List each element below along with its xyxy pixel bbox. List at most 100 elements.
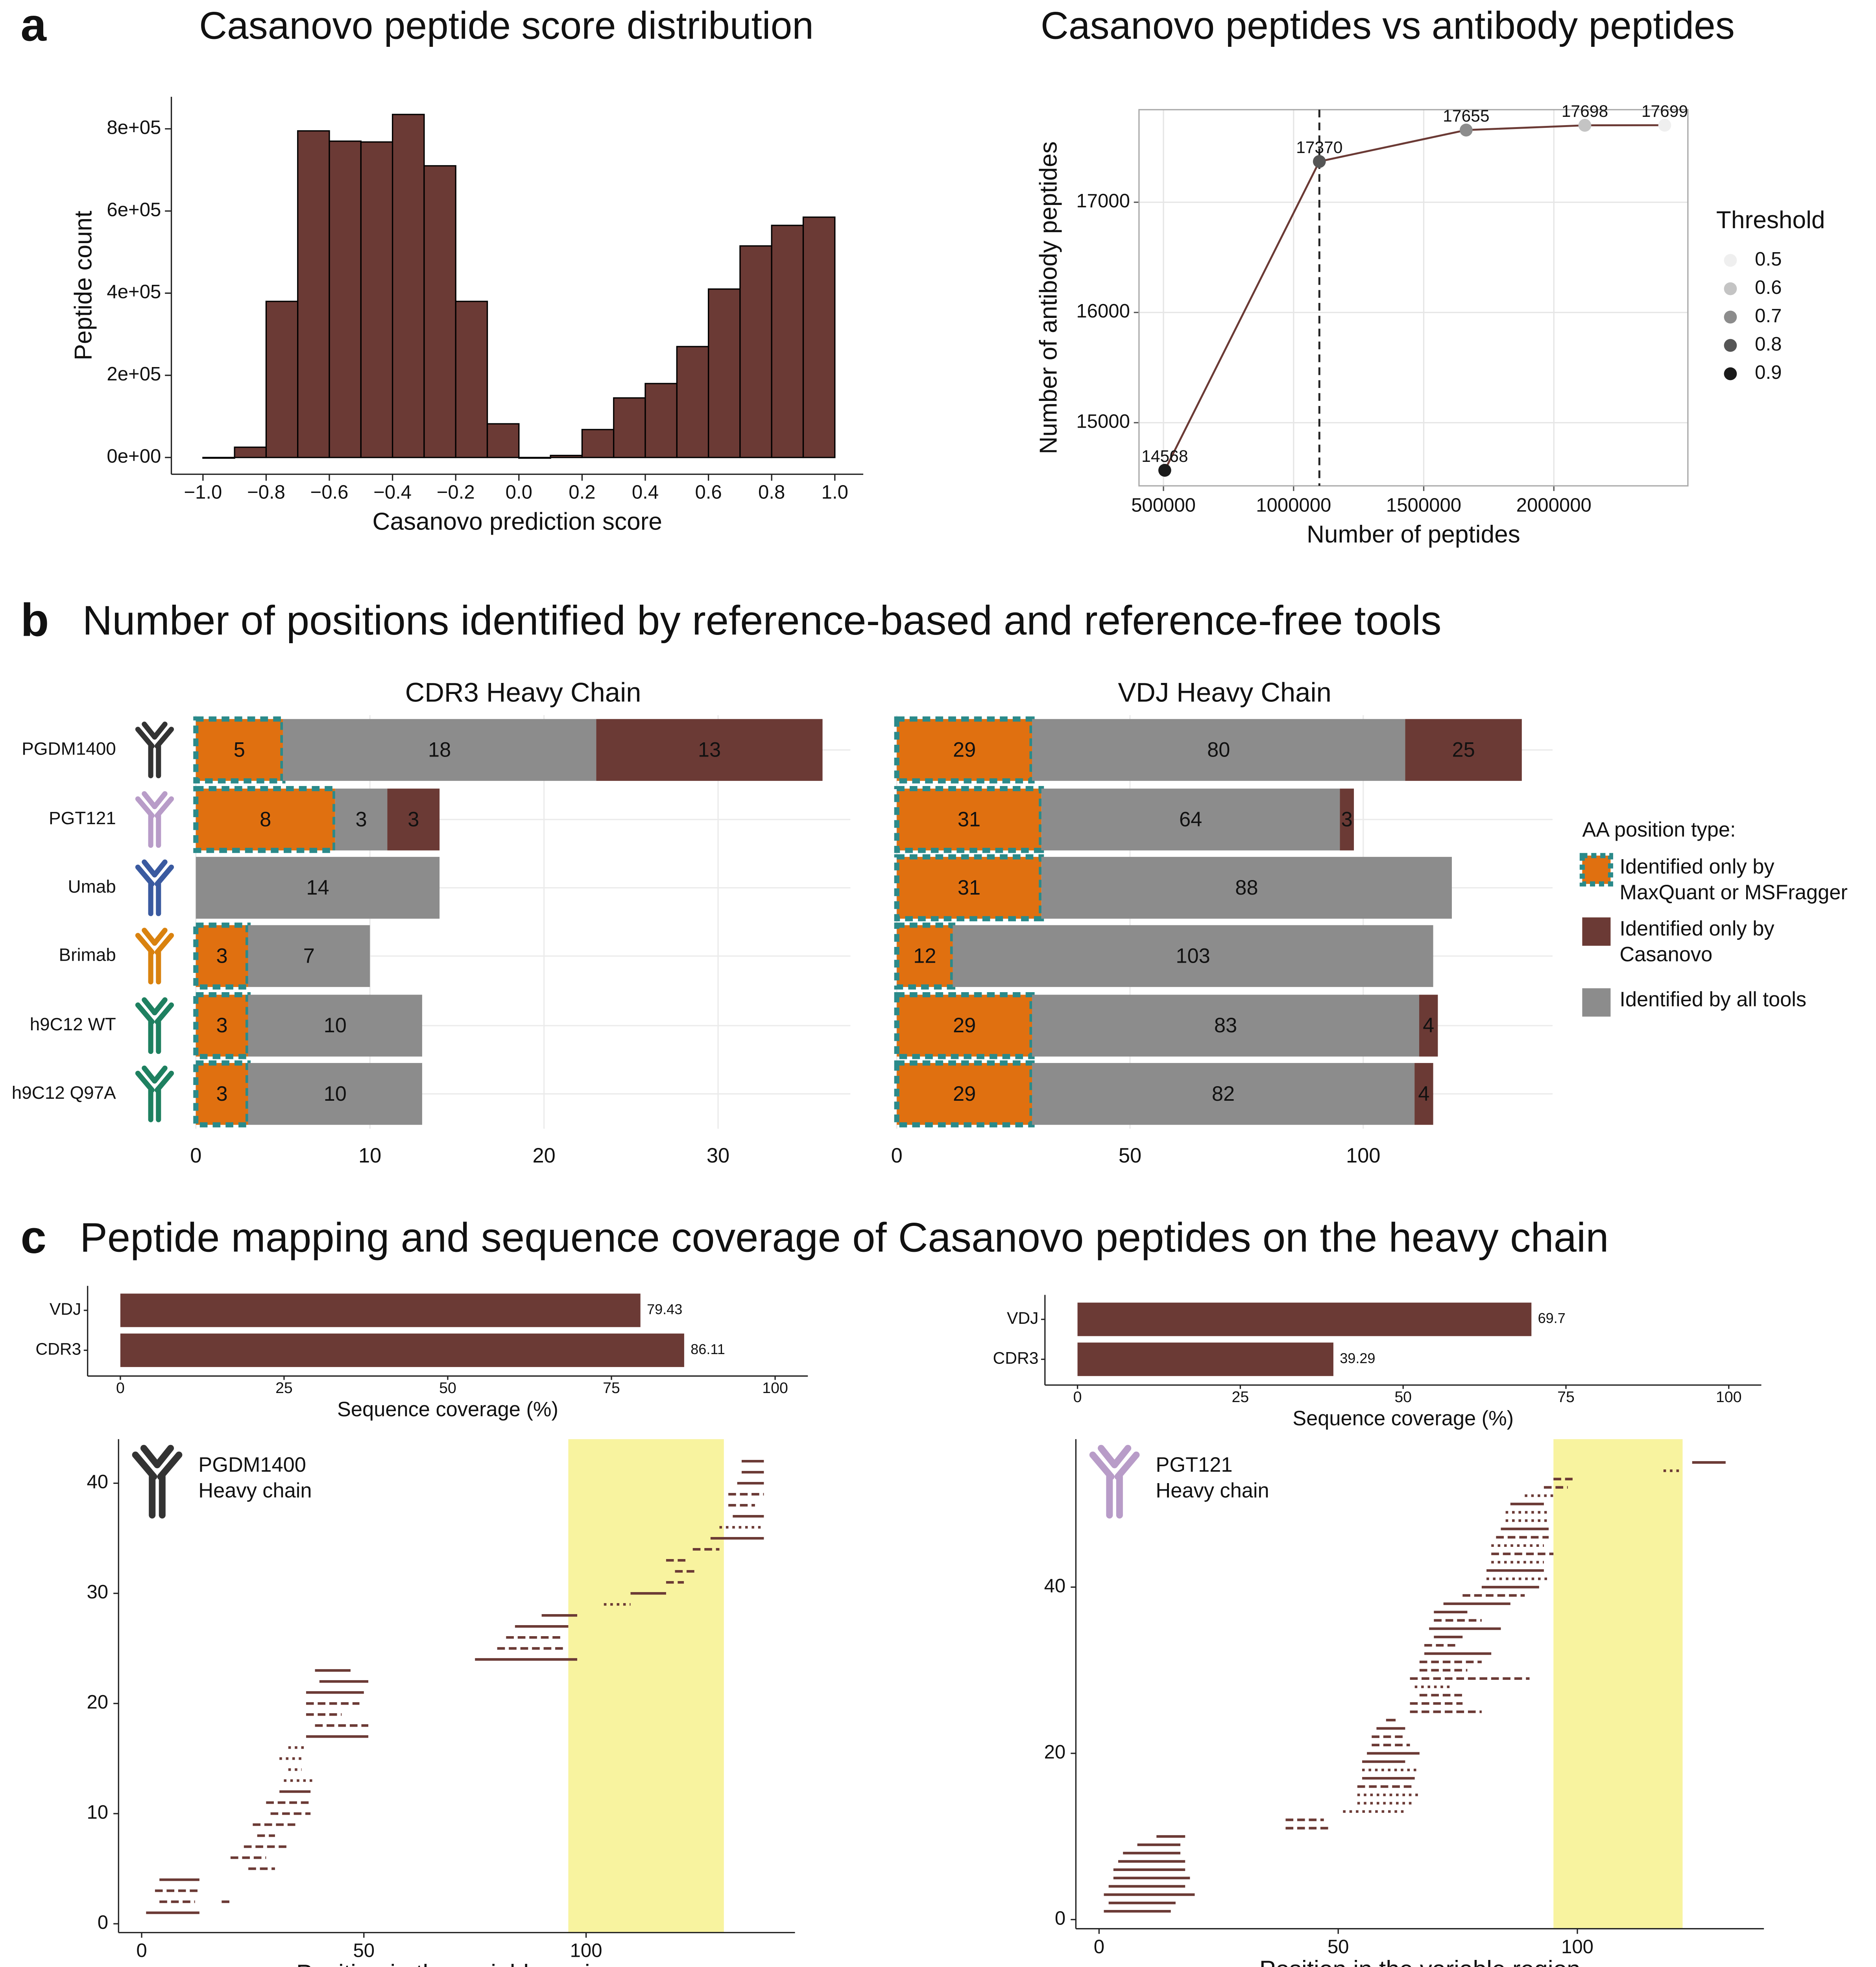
legend-label: 0.8 — [1755, 334, 1782, 355]
bar-label: 18 — [428, 738, 451, 761]
icon-arm — [135, 928, 174, 985]
highlight-region — [568, 1439, 724, 1933]
bar-segment — [1032, 1063, 1415, 1125]
y-tick-label: 16000 — [1076, 301, 1130, 322]
bar-segment — [894, 854, 1044, 921]
y-tick-label: 0 — [98, 1912, 108, 1933]
bar-label: 31 — [958, 876, 980, 899]
bar-segment — [894, 1060, 1035, 1127]
legend-label: Identified by all tools — [1619, 989, 1807, 1012]
facet-title: VDJ Heavy Chain — [1118, 677, 1331, 708]
bar-segment — [953, 925, 1433, 987]
bar-label: 25 — [1452, 738, 1475, 761]
y-tick-label: 40 — [87, 1471, 108, 1493]
bar-segment — [387, 788, 440, 851]
y-tick-label: 17000 — [1076, 190, 1130, 212]
x-axis-label: Number of peptides — [1307, 521, 1520, 548]
data-label: 39.29 — [1340, 1350, 1375, 1366]
bar-label: 14 — [306, 876, 329, 899]
histogram-bar — [423, 165, 456, 458]
y-tick-label: 4e+05 — [107, 281, 161, 303]
category-label: VDJ — [1007, 1309, 1038, 1328]
legend-key — [1724, 339, 1737, 352]
bar-label: 83 — [1214, 1014, 1237, 1037]
bar-segment — [894, 923, 956, 990]
histogram-bar — [486, 423, 520, 458]
icon-arm — [135, 997, 174, 1054]
x-tick-label: 20 — [532, 1144, 555, 1167]
x-tick-label: −0.2 — [437, 482, 475, 503]
legend-label: 0.5 — [1755, 249, 1782, 270]
category-label: h9C12 WT — [30, 1014, 116, 1034]
y-tick-label: 0e+00 — [107, 446, 161, 467]
histogram-bar — [550, 455, 583, 458]
antibody-icon — [1089, 1445, 1140, 1519]
y-axis-label: Number of antibody peptides — [1035, 141, 1062, 454]
antibody-icon — [132, 1445, 183, 1519]
histogram-bar — [802, 216, 836, 458]
antibody-icon — [135, 997, 174, 1054]
bar-segment — [335, 788, 388, 851]
x-tick-label: 100 — [1346, 1144, 1380, 1167]
highlight-region — [1553, 1439, 1683, 1929]
bar-label: 4 — [1418, 1083, 1429, 1105]
bar-segment — [894, 786, 1044, 853]
category-label: Umab — [68, 876, 116, 897]
data-label: 17655 — [1443, 107, 1489, 125]
x-tick-label: 50 — [1394, 1388, 1412, 1406]
y-tick-label: 20 — [87, 1692, 108, 1713]
x-tick-label: 30 — [707, 1144, 729, 1167]
y-tick-label: 20 — [1044, 1742, 1066, 1763]
panel-title: Number of positions identified by refere… — [83, 598, 1442, 644]
legend-title: AA position type: — [1582, 818, 1736, 841]
data-label: 17370 — [1296, 138, 1342, 157]
panel-label: c — [20, 1211, 46, 1263]
bar-label: 4 — [1423, 1014, 1434, 1037]
data-point — [1578, 119, 1592, 132]
bar-label: 31 — [958, 808, 980, 831]
bar-label: 3 — [216, 1014, 228, 1037]
annotation: Heavy chain — [198, 1479, 312, 1502]
x-tick-label: 0.2 — [569, 482, 595, 503]
histogram-bar — [455, 301, 488, 458]
x-tick-label: 0 — [1094, 1936, 1104, 1958]
histogram-bar — [581, 429, 615, 458]
legend-label: 0.6 — [1755, 277, 1782, 298]
bar-label: 88 — [1235, 876, 1258, 899]
plot-border — [1138, 109, 1689, 487]
icon-arm — [135, 859, 174, 916]
histogram-bar — [676, 346, 709, 458]
panel-label: a — [20, 0, 47, 51]
annotation: Heavy chain — [1156, 1479, 1269, 1502]
x-tick-label: 1000000 — [1256, 495, 1331, 516]
icon-arm — [135, 721, 174, 779]
bar-label: 10 — [324, 1083, 347, 1105]
data-point — [1658, 118, 1671, 132]
y-tick-label: 8e+05 — [107, 117, 161, 138]
y-axis-label: Peptide count — [70, 211, 97, 360]
legend-label: Identified only by Casanovo — [1619, 919, 1774, 967]
histogram-bar — [234, 447, 267, 458]
histogram-bar — [391, 114, 425, 458]
x-tick-label: 25 — [275, 1379, 293, 1397]
x-tick-label: 100 — [1561, 1936, 1593, 1958]
x-tick-label: 50 — [439, 1379, 456, 1397]
legend-text-box: Identified only by Casanovo — [1619, 919, 1774, 967]
x-tick-label: 0.4 — [632, 482, 659, 503]
bar — [1077, 1303, 1532, 1336]
bar-segment — [1340, 788, 1354, 851]
chart-title: Casanovo peptides vs antibody peptides — [1041, 4, 1735, 47]
bar-label: 82 — [1212, 1083, 1235, 1105]
x-axis-label: Position in the variable region — [1259, 1956, 1581, 1967]
y-tick-label: 30 — [87, 1581, 108, 1603]
bar — [120, 1293, 641, 1327]
x-axis-label: Sequence coverage (%) — [337, 1398, 558, 1421]
icon-arm — [132, 1445, 183, 1519]
x-tick-label: 0 — [116, 1379, 125, 1397]
category-label: h9C12 Q97A — [12, 1083, 116, 1103]
data-point — [1313, 155, 1326, 168]
x-tick-label: −0.6 — [310, 482, 349, 503]
bar-label: 103 — [1176, 945, 1210, 967]
x-tick-label: 0 — [891, 1144, 903, 1167]
